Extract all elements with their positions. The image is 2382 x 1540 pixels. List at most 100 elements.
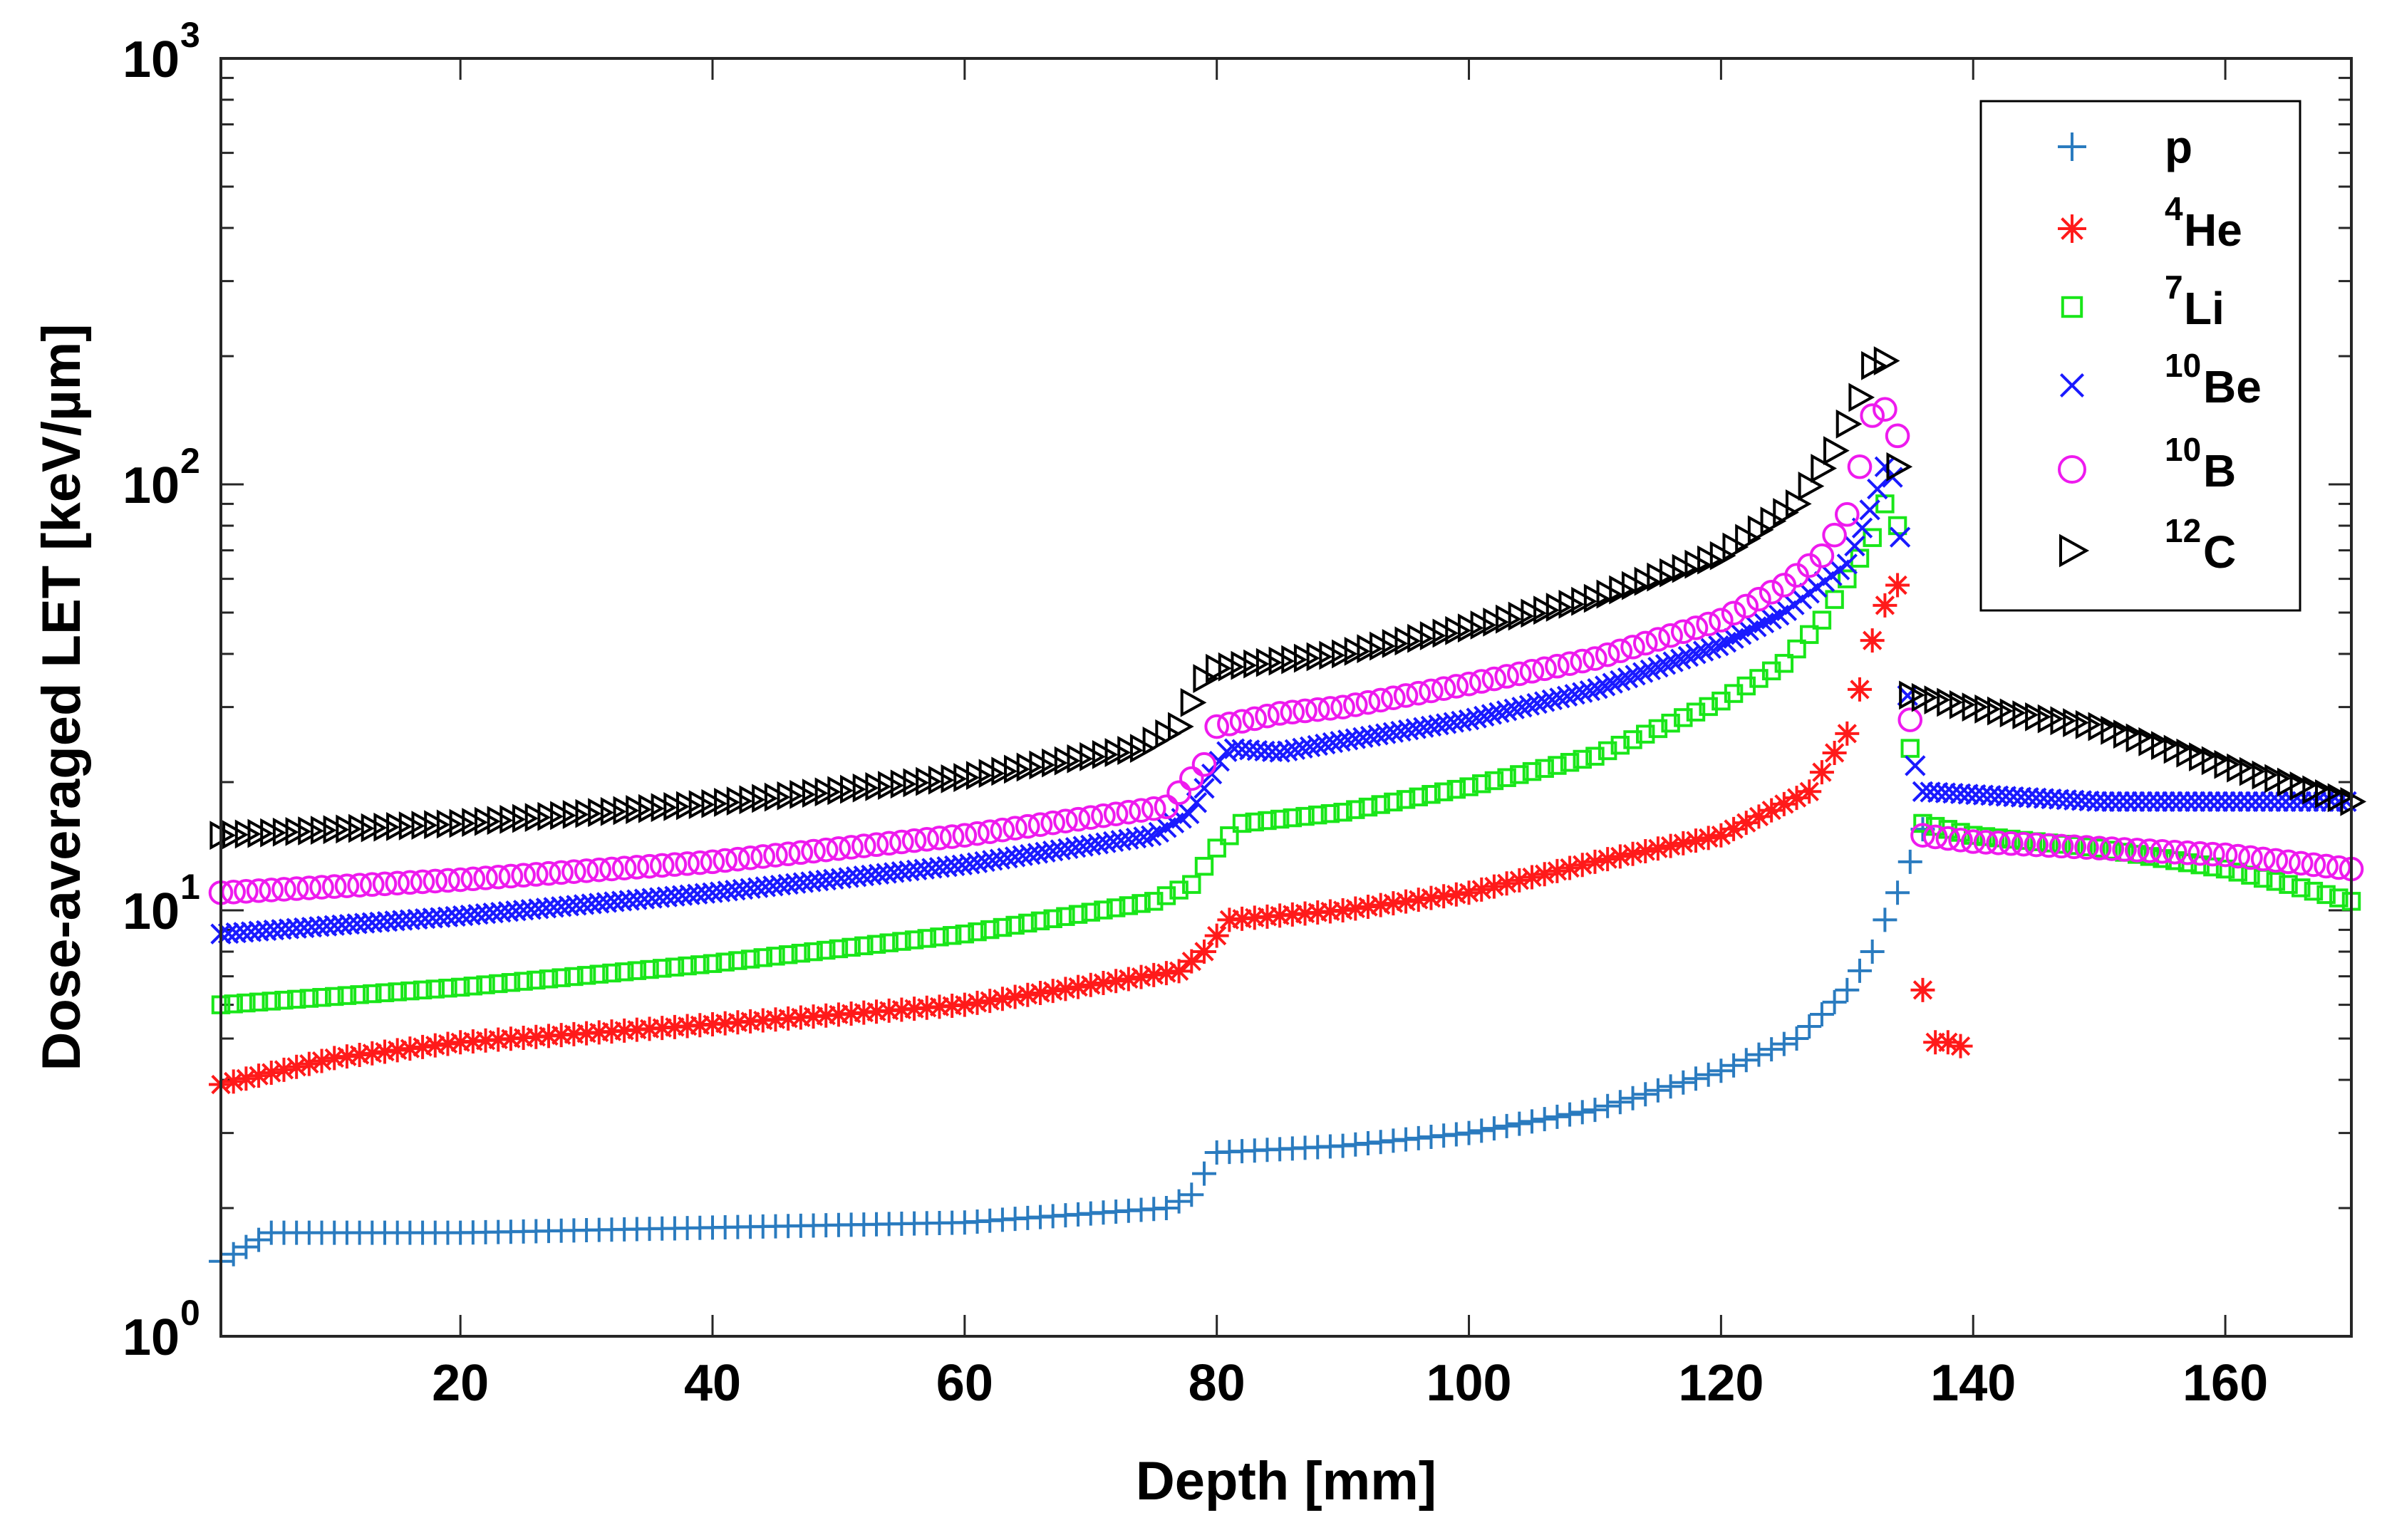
data-point xyxy=(501,973,521,992)
data-point xyxy=(1472,774,1491,794)
data-point xyxy=(1860,628,1885,653)
data-point xyxy=(537,801,564,831)
data-point xyxy=(2108,791,2130,813)
data-point xyxy=(1204,923,1229,948)
data-point xyxy=(261,992,281,1011)
data-point xyxy=(889,829,914,855)
data-point xyxy=(2244,791,2267,813)
data-point xyxy=(1696,611,1721,637)
data-point xyxy=(310,816,337,846)
data-point xyxy=(373,1039,397,1064)
data-point xyxy=(1242,706,1268,732)
data-point xyxy=(2277,767,2304,797)
data-point xyxy=(1809,543,1835,568)
legend-label: He xyxy=(2184,204,2242,256)
data-point xyxy=(1510,765,1529,784)
x-tick-label: 100 xyxy=(1426,1355,1511,1412)
data-point xyxy=(474,806,501,836)
data-point xyxy=(1446,779,1466,799)
data-point xyxy=(1572,682,1593,703)
data-point xyxy=(2203,857,2222,877)
data-point xyxy=(1030,911,1050,931)
data-point xyxy=(2002,829,2021,849)
data-point xyxy=(2192,791,2213,813)
data-point xyxy=(1734,593,1759,619)
data-point xyxy=(562,800,589,829)
data-point xyxy=(386,811,413,841)
data-point xyxy=(690,955,710,974)
data-point xyxy=(336,814,363,844)
data-point xyxy=(1545,593,1573,622)
data-point xyxy=(917,929,936,948)
data-point xyxy=(1483,607,1510,637)
data-point xyxy=(1206,653,1232,683)
x-tick-label: 160 xyxy=(2182,1355,2268,1412)
data-point xyxy=(1258,811,1277,831)
data-point xyxy=(1344,636,1371,666)
data-point xyxy=(298,816,324,846)
data-point xyxy=(1382,629,1409,658)
data-point xyxy=(337,986,357,1005)
data-point xyxy=(1267,701,1293,726)
data-point xyxy=(2252,791,2274,813)
data-point xyxy=(1900,739,1920,758)
data-point xyxy=(688,850,713,875)
data-point xyxy=(1973,830,1999,855)
data-point xyxy=(725,1010,750,1035)
data-point xyxy=(2228,863,2247,882)
data-point xyxy=(766,947,785,966)
data-point xyxy=(1056,907,1075,926)
data-point xyxy=(1193,664,1220,694)
data-point xyxy=(1874,456,1896,477)
data-point xyxy=(1317,696,1343,721)
data-point xyxy=(602,963,621,983)
data-point xyxy=(564,967,584,987)
data-point xyxy=(1508,601,1535,631)
data-point xyxy=(663,792,690,821)
data-point xyxy=(1040,979,1065,1004)
data-point xyxy=(2238,845,2263,870)
data-point xyxy=(312,988,331,1007)
data-point xyxy=(321,874,347,899)
data-point xyxy=(993,917,1013,937)
data-point xyxy=(1432,618,1459,648)
data-point xyxy=(423,868,448,894)
data-point xyxy=(2036,833,2061,858)
data-point xyxy=(2064,836,2083,855)
data-point xyxy=(1393,683,1419,708)
data-point xyxy=(514,972,533,991)
data-point xyxy=(361,813,388,843)
data-point xyxy=(626,795,652,824)
data-point xyxy=(2154,791,2175,813)
data-point xyxy=(1571,586,1598,616)
data-point xyxy=(1231,650,1258,680)
data-point xyxy=(1192,939,1216,964)
data-point xyxy=(473,865,498,890)
data-point xyxy=(1886,452,1913,482)
data-point xyxy=(550,801,576,831)
data-point xyxy=(839,835,864,860)
data-point xyxy=(801,838,826,864)
data-point xyxy=(753,948,772,967)
data-point xyxy=(1835,409,1863,439)
data-point xyxy=(271,1057,296,1082)
data-point xyxy=(2263,848,2289,873)
data-point xyxy=(840,774,866,804)
data-point xyxy=(1913,813,1932,833)
data-point xyxy=(285,817,312,846)
data-point xyxy=(952,823,978,848)
data-point xyxy=(1245,812,1264,832)
data-point xyxy=(2215,859,2235,879)
data-point xyxy=(2113,719,2140,749)
data-point xyxy=(1255,904,1280,929)
data-point xyxy=(524,862,549,887)
data-point xyxy=(927,826,952,850)
data-point xyxy=(1585,746,1605,766)
data-point xyxy=(2200,791,2221,813)
data-point xyxy=(1746,804,1771,829)
data-point xyxy=(1042,748,1068,778)
data-point xyxy=(1609,575,1635,605)
data-point xyxy=(1431,884,1456,909)
data-point xyxy=(789,780,816,809)
